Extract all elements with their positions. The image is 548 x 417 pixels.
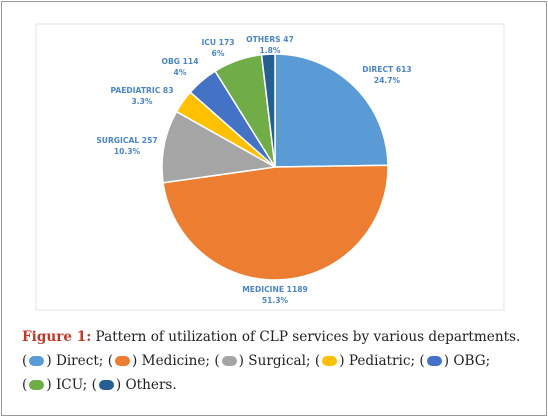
legend-swatch: [98, 380, 114, 390]
legend-label: Others.: [125, 377, 177, 393]
figure-caption: Figure 1: Pattern of utilization of CLP …: [22, 325, 537, 397]
pie-slice-surgical: [161, 110, 278, 184]
legend-swatch: [29, 356, 45, 366]
slice-label-others: OTHERS 47: [246, 35, 294, 44]
slice-label-paediatric: PAEDIATRIC 83: [111, 86, 174, 95]
pie-slices: [161, 53, 389, 281]
legend-swatch: [426, 356, 442, 366]
slice-percent-medicine: 51.3%: [262, 296, 289, 305]
legend-item: () Medicine;: [107, 353, 211, 369]
legend-swatch: [322, 356, 338, 366]
slice-label-icu: ICU 173: [201, 38, 234, 47]
legend-swatch: [221, 356, 237, 366]
caption-title: Figure 1:: [22, 329, 92, 345]
caption-text: Pattern of utilization of CLP services b…: [91, 329, 521, 345]
legend-item: () ICU;: [22, 377, 88, 393]
legend-item: () Pediatric;: [314, 353, 416, 369]
slice-label-direct: DIRECT 613: [362, 65, 411, 74]
slice-percent-paediatric: 3.3%: [131, 97, 152, 106]
slice-percent-obg: 4%: [174, 68, 187, 77]
slice-percent-icu: 6%: [212, 49, 225, 58]
pie-slice-others: [260, 53, 276, 168]
slice-percent-surgical: 10.3%: [114, 147, 141, 156]
legend-swatch: [115, 356, 131, 366]
caption-legend: () Direct; () Medicine; () Surgical; () …: [22, 353, 490, 393]
legend-item: () Direct;: [22, 353, 104, 369]
legend-item: () Surgical;: [214, 353, 311, 369]
legend-label: Surgical;: [248, 353, 311, 369]
legend-item: () Others.: [91, 377, 177, 393]
legend-label: ICU;: [55, 377, 88, 393]
slice-label-medicine: MEDICINE 1189: [242, 285, 308, 294]
legend-swatch: [29, 380, 45, 390]
legend-label: Direct;: [55, 353, 104, 369]
pie-labels: DIRECT 613 24.7% MEDICINE 1189 51.3% SURGICA…: [96, 35, 411, 305]
legend-label: Pediatric;: [348, 353, 416, 369]
pie-chart: DIRECT 613 24.7% MEDICINE 1189 51.3% SURGICA…: [35, 23, 505, 311]
pie-slice-medicine: [162, 164, 389, 281]
slice-label-surgical: SURGICAL 257: [96, 136, 157, 145]
legend-item: () OBG;: [419, 353, 491, 369]
slice-percent-others: 1.8%: [259, 46, 280, 55]
legend-label: Medicine;: [141, 353, 211, 369]
legend-label: OBG;: [453, 353, 491, 369]
pie-slice-direct: [274, 53, 389, 168]
slice-percent-direct: 24.7%: [374, 76, 401, 85]
slice-label-obg: OBG 114: [162, 57, 199, 66]
